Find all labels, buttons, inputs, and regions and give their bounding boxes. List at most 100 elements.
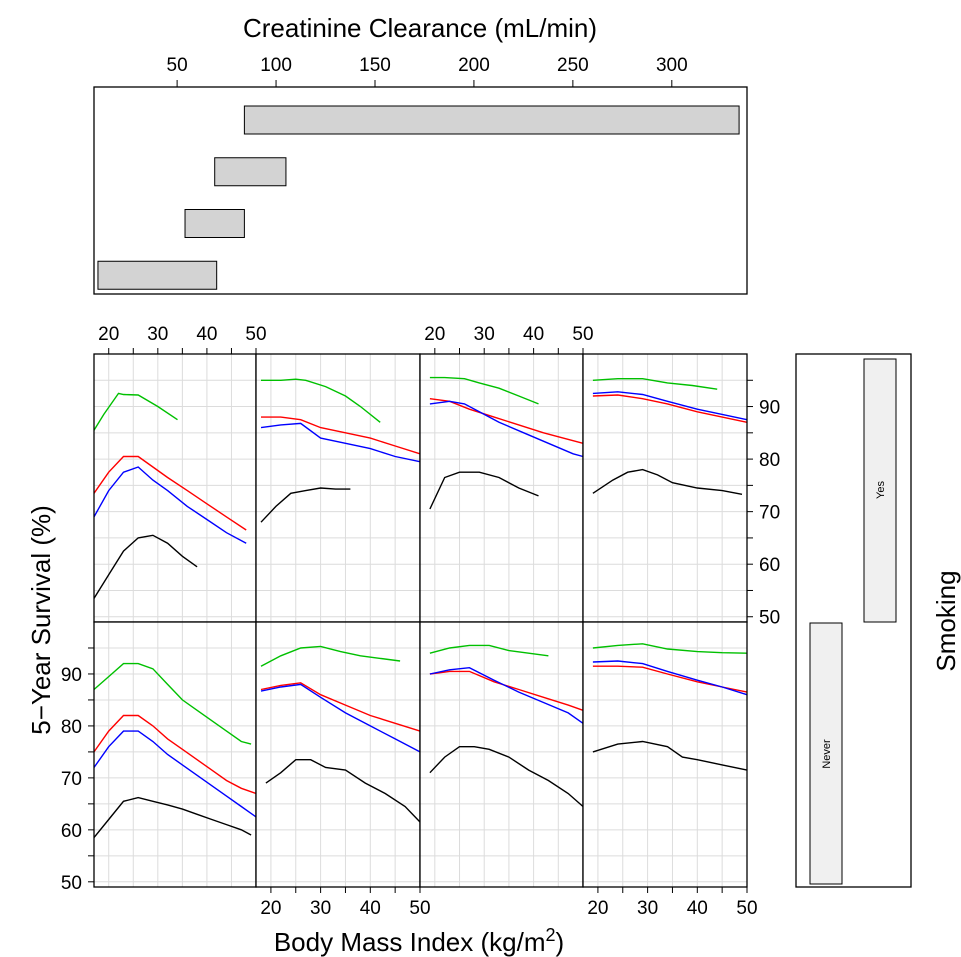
y-axis-tick-label: 60 (61, 821, 82, 842)
y-axis-tick-label: 80 (759, 450, 780, 471)
x-axis-tick-label: 30 (474, 324, 495, 345)
creatinine-tick-label: 50 (167, 55, 188, 76)
panel-grid (93, 353, 748, 888)
creatinine-interval-4 (97, 260, 218, 290)
x-axis-tick-label: 20 (587, 898, 608, 919)
series-line-3 (429, 666, 584, 724)
series-line-3 (429, 400, 584, 458)
smoking-strip: Never Yes Smoking (795, 353, 961, 888)
series-line-3 (592, 391, 748, 421)
series-line-1 (429, 644, 549, 657)
panel-background (583, 354, 747, 622)
series-line-2 (429, 398, 584, 444)
y-axis-tick-label: 90 (759, 398, 780, 419)
x-axis-tick-label: 40 (523, 324, 544, 345)
smoking-title: Smoking (931, 570, 961, 671)
x-axis-tick-label: 40 (687, 898, 708, 919)
series-line-4 (93, 796, 252, 839)
y-axis-tick-label: 60 (759, 555, 780, 576)
creatinine-strip: Creatinine Clearance (mL/min) 50 100 150 20… (93, 13, 748, 295)
y-axis-tick-label: 50 (759, 608, 780, 629)
series-line-2 (93, 714, 257, 795)
series-line-4 (592, 468, 743, 495)
smoking-never-bar (809, 622, 843, 885)
x-axis-title: Body Mass Index (kg/m2) (274, 925, 564, 957)
x-axis-tick-label: 40 (196, 324, 217, 345)
panel-never-3 (419, 621, 584, 888)
panel-axes: 20 30 40 50 20 30 40 50 20 30 40 50 20 30 40 50 50 60 70 80… (61, 324, 780, 919)
x-axis-tick-label: 30 (310, 898, 331, 919)
panel-background (256, 354, 420, 622)
x-axis-tick-label: 50 (245, 324, 266, 345)
series-line-2 (261, 416, 421, 455)
panel-border (582, 621, 748, 888)
series-line-2 (93, 455, 247, 531)
creatinine-interval-1 (243, 105, 740, 135)
creatinine-title: Creatinine Clearance (mL/min) (243, 13, 597, 43)
creatinine-interval-2 (214, 157, 287, 187)
series-line-4 (429, 746, 584, 808)
series-line-2 (260, 682, 421, 732)
creatinine-tick-label: 200 (458, 55, 490, 76)
series-line-4 (260, 487, 351, 523)
series-line-4 (429, 471, 539, 510)
panel-never-2 (255, 621, 421, 888)
y-axis-tick-label: 70 (61, 769, 82, 790)
series-line-1 (592, 378, 718, 390)
y-axis-tick-label: 70 (759, 503, 780, 524)
series-line-3 (93, 466, 247, 544)
creatinine-axis: 50 100 150 200 250 300 (167, 55, 688, 87)
series-line-3 (93, 730, 257, 818)
y-axis-tick-label: 80 (61, 717, 82, 738)
x-axis-tick-label: 40 (360, 898, 381, 919)
panel-never-1 (93, 621, 257, 888)
creatinine-frame (93, 86, 748, 295)
series-line-1 (592, 643, 748, 654)
panel-never-4 (582, 621, 748, 888)
series-line-1 (93, 662, 252, 745)
series-line-3 (260, 683, 421, 753)
creatinine-tick-label: 300 (656, 55, 688, 76)
creatinine-interval-3 (184, 209, 245, 238)
series-line-1 (429, 376, 539, 405)
smoking-yes-bar (863, 358, 897, 623)
series-line-4 (265, 759, 421, 823)
x-axis-tick-label: 50 (409, 898, 430, 919)
series-line-3 (260, 422, 421, 463)
smoking-frame (795, 353, 912, 888)
x-axis-title-exponent: 2 (545, 925, 555, 945)
panel-yes-1 (93, 353, 257, 623)
panel-yes-4 (582, 353, 748, 623)
panel-background (420, 354, 583, 622)
creatinine-tick-label: 100 (260, 55, 292, 76)
series-line-2 (592, 394, 748, 423)
x-axis-tick-label: 20 (424, 324, 445, 345)
x-axis-title-close: ) (556, 927, 565, 957)
panel-background (94, 354, 256, 622)
series-line-4 (592, 740, 748, 771)
x-axis-tick-label: 50 (736, 898, 757, 919)
x-axis-tick-label: 30 (147, 324, 168, 345)
creatinine-intervals (97, 105, 740, 290)
x-axis-tick-label: 50 (572, 324, 593, 345)
series-line-3 (592, 660, 748, 696)
series-line-1 (260, 645, 401, 667)
x-axis-tick-label: 30 (637, 898, 658, 919)
series-line-4 (93, 534, 198, 599)
panel-yes-2 (255, 353, 421, 623)
panel-yes-3 (419, 353, 584, 623)
smoking-never-label: Never (821, 739, 833, 769)
x-axis-tick-label: 20 (260, 898, 281, 919)
smoking-yes-label: Yes (875, 481, 887, 499)
y-axis-tick-label: 50 (61, 873, 82, 894)
x-axis-title-main: Body Mass Index (kg/m (274, 927, 546, 957)
series-line-1 (261, 378, 381, 423)
creatinine-tick-label: 150 (359, 55, 391, 76)
y-axis-tick-label: 90 (61, 665, 82, 686)
panel-background (256, 622, 420, 887)
creatinine-tick-label: 250 (557, 55, 589, 76)
y-axis-title: 5−Year Survival (%) (26, 505, 56, 735)
series-line-1 (93, 392, 178, 431)
x-axis-tick-label: 20 (98, 324, 119, 345)
